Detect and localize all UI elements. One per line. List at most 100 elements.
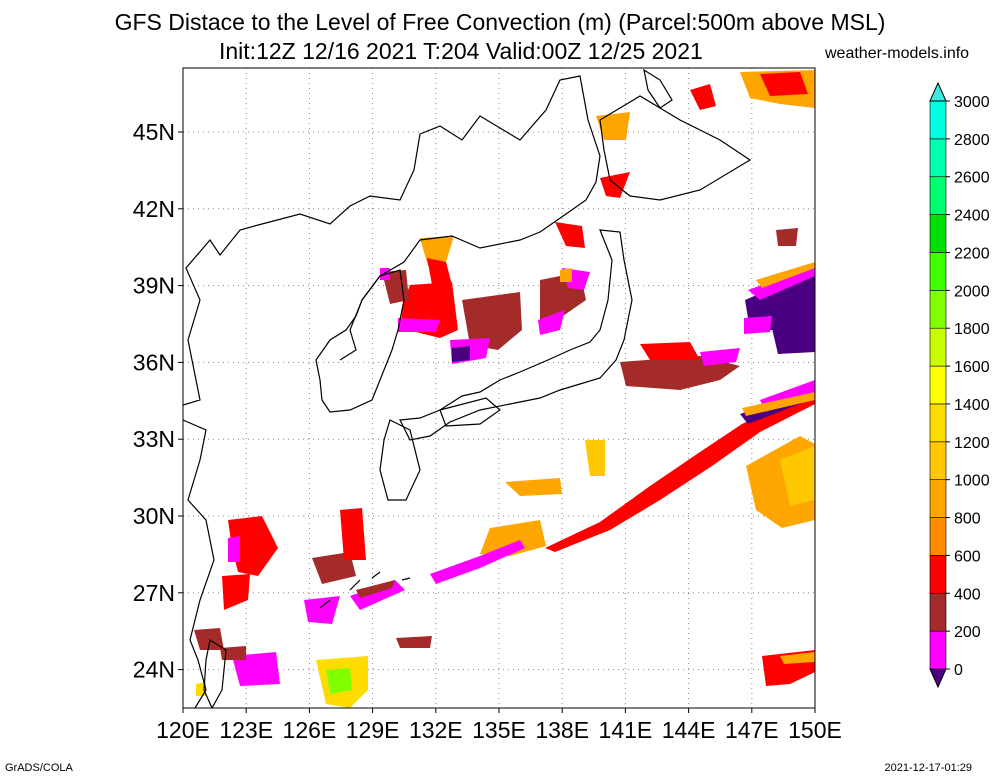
field-patch bbox=[776, 228, 798, 246]
field-patch bbox=[756, 262, 815, 288]
colorbar-label: 2000 bbox=[954, 283, 990, 300]
field-patch bbox=[555, 222, 585, 248]
coastline-korea bbox=[315, 269, 405, 413]
lon-tick-label: 138E bbox=[535, 717, 589, 743]
colorbar-swatch bbox=[929, 668, 947, 689]
lon-tick-label: 129E bbox=[346, 717, 400, 743]
colorbar-label: 0 bbox=[954, 662, 963, 679]
colorbar-swatch bbox=[929, 441, 947, 480]
field-patch bbox=[196, 682, 206, 696]
field-patch bbox=[480, 520, 546, 556]
footer-software: GrADS/COLA bbox=[5, 762, 73, 774]
map-gridlines bbox=[183, 68, 815, 708]
field-patch bbox=[690, 84, 716, 110]
lon-tick-label: 144E bbox=[662, 717, 716, 743]
coastline-hokkaido bbox=[599, 95, 752, 201]
field-patch bbox=[770, 310, 815, 354]
lat-tick-label: 45N bbox=[133, 119, 175, 145]
field-patch bbox=[742, 392, 815, 416]
colorbar-label: 1400 bbox=[954, 397, 990, 414]
lon-tick-label: 120E bbox=[156, 717, 210, 743]
field-patch bbox=[220, 646, 246, 660]
footer-timestamp: 2021-12-17-01:29 bbox=[884, 762, 972, 774]
field-patch bbox=[228, 516, 278, 576]
coastline-mainland bbox=[183, 75, 601, 406]
field-patch bbox=[600, 172, 630, 198]
field-patch bbox=[452, 346, 470, 362]
colorbar-swatch bbox=[929, 630, 947, 670]
field-patch bbox=[326, 668, 352, 694]
colorbar-swatch bbox=[929, 138, 947, 178]
lon-tick-label: 150E bbox=[788, 717, 842, 743]
field-patch bbox=[228, 536, 240, 562]
field-patch bbox=[640, 342, 700, 360]
longitude-axis: 120E 123E 126E 129E 132E 135E 138E 141E 144E 147E… bbox=[156, 708, 842, 743]
field-patch bbox=[780, 652, 815, 664]
lat-tick-label: 30N bbox=[133, 503, 175, 529]
coastline-shikoku bbox=[439, 397, 501, 427]
field-patch bbox=[430, 540, 525, 584]
lat-tick-label: 36N bbox=[133, 349, 175, 375]
colorbar-label: 3000 bbox=[954, 94, 990, 111]
colorbar-swatch bbox=[929, 592, 947, 632]
chart-title: GFS Distace to the Level of Free Convect… bbox=[114, 9, 886, 35]
lon-tick-label: 135E bbox=[472, 717, 526, 743]
field-patch bbox=[427, 258, 452, 290]
colorbar-label: 2600 bbox=[954, 170, 990, 187]
colorbar-label: 600 bbox=[954, 548, 981, 565]
lon-tick-label: 147E bbox=[725, 717, 779, 743]
field-patch bbox=[538, 310, 565, 335]
field-patch bbox=[748, 266, 815, 300]
coastline-taiwan bbox=[203, 639, 227, 708]
colorbar-swatch bbox=[929, 81, 947, 102]
colorbar-label: 1000 bbox=[954, 473, 990, 490]
field-patch bbox=[744, 316, 772, 334]
lat-tick-label: 42N bbox=[133, 196, 175, 222]
colorbar-swatch bbox=[929, 252, 947, 291]
coastlines bbox=[183, 68, 752, 708]
colorbar-swatch bbox=[929, 555, 947, 594]
colorbar: 0 200 400 600 800 1000 1200 1400 1600 1800 2000 220… bbox=[929, 81, 990, 689]
colorbar-label: 2200 bbox=[954, 245, 990, 262]
field-patch bbox=[304, 596, 340, 624]
lat-tick-label: 33N bbox=[133, 426, 175, 452]
init-valid-time: Init:12Z 12/16 2021 T:204 Valid:00Z 12/2… bbox=[219, 38, 703, 64]
field-patch bbox=[545, 390, 815, 552]
colorbar-swatch bbox=[929, 214, 947, 253]
coastline-honshu bbox=[399, 229, 633, 441]
latitude-axis: 24N 27N 30N 33N 36N 39N 42N 45N bbox=[133, 119, 183, 683]
field-patch bbox=[780, 446, 815, 506]
colorbar-label: 1600 bbox=[954, 359, 990, 376]
colorbar-swatch bbox=[929, 517, 947, 556]
lon-tick-label: 132E bbox=[409, 717, 463, 743]
lat-tick-label: 39N bbox=[133, 273, 175, 299]
field-patch bbox=[560, 268, 572, 282]
colorbar-swatch bbox=[929, 479, 947, 518]
coastline-sakhalin bbox=[643, 68, 673, 109]
lon-tick-label: 141E bbox=[599, 717, 653, 743]
field-patch bbox=[398, 318, 440, 332]
colorbar-label: 1800 bbox=[954, 321, 990, 338]
colorbar-swatch bbox=[929, 403, 947, 443]
field-patch bbox=[222, 574, 250, 610]
field-patch bbox=[396, 636, 432, 648]
field-patch bbox=[596, 112, 630, 140]
lon-tick-label: 123E bbox=[219, 717, 273, 743]
coastline-china-east bbox=[183, 419, 215, 708]
field-patch bbox=[585, 440, 605, 476]
colorbar-swatch bbox=[929, 100, 947, 140]
colorbar-swatch bbox=[929, 176, 947, 215]
field-patch bbox=[232, 652, 280, 686]
coastline-ryukyu bbox=[319, 571, 411, 609]
field-patch bbox=[700, 348, 740, 366]
field-patch bbox=[340, 508, 366, 560]
colorbar-label: 2400 bbox=[954, 208, 990, 225]
field-patch bbox=[760, 72, 808, 96]
field-patch bbox=[462, 292, 522, 350]
lon-tick-label: 126E bbox=[283, 717, 337, 743]
colorbar-label: 800 bbox=[954, 511, 981, 528]
colorbar-label: 200 bbox=[954, 624, 981, 641]
lfc-field bbox=[194, 70, 815, 708]
colorbar-swatch bbox=[929, 290, 947, 329]
lat-tick-label: 24N bbox=[133, 657, 175, 683]
